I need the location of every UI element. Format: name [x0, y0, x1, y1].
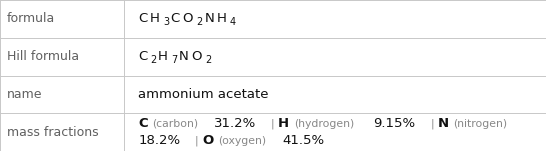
Text: H: H: [158, 50, 168, 63]
Text: C: C: [138, 50, 147, 63]
Text: H: H: [278, 117, 289, 130]
Text: (oxygen): (oxygen): [218, 136, 266, 146]
Text: 4: 4: [229, 17, 236, 27]
Text: name: name: [7, 88, 42, 101]
Text: (carbon): (carbon): [152, 119, 198, 129]
Text: 7: 7: [171, 55, 177, 65]
Text: (nitrogen): (nitrogen): [454, 119, 508, 129]
Text: O: O: [203, 134, 213, 147]
Text: C: C: [138, 117, 148, 130]
Text: 41.5%: 41.5%: [282, 134, 325, 147]
Text: 2: 2: [196, 17, 203, 27]
Text: O: O: [192, 50, 202, 63]
Text: (hydrogen): (hydrogen): [294, 119, 354, 129]
Text: 2: 2: [150, 55, 156, 65]
Text: N: N: [179, 50, 189, 63]
Text: N: N: [438, 117, 449, 130]
Text: 18.2%: 18.2%: [138, 134, 180, 147]
Text: 3: 3: [163, 17, 169, 27]
Text: 9.15%: 9.15%: [373, 117, 416, 130]
Text: |: |: [271, 118, 274, 129]
Text: H: H: [217, 12, 227, 25]
Text: |: |: [195, 135, 199, 146]
Text: ammonium acetate: ammonium acetate: [138, 88, 269, 101]
Text: mass fractions: mass fractions: [7, 126, 98, 139]
Text: formula: formula: [7, 12, 55, 25]
Text: N: N: [204, 12, 214, 25]
Text: 2: 2: [205, 55, 211, 65]
Text: 31.2%: 31.2%: [213, 117, 256, 130]
Text: C: C: [171, 12, 180, 25]
Text: O: O: [183, 12, 193, 25]
Text: |: |: [431, 118, 434, 129]
Text: Hill formula: Hill formula: [7, 50, 79, 63]
Text: H: H: [150, 12, 160, 25]
Text: C: C: [138, 12, 147, 25]
